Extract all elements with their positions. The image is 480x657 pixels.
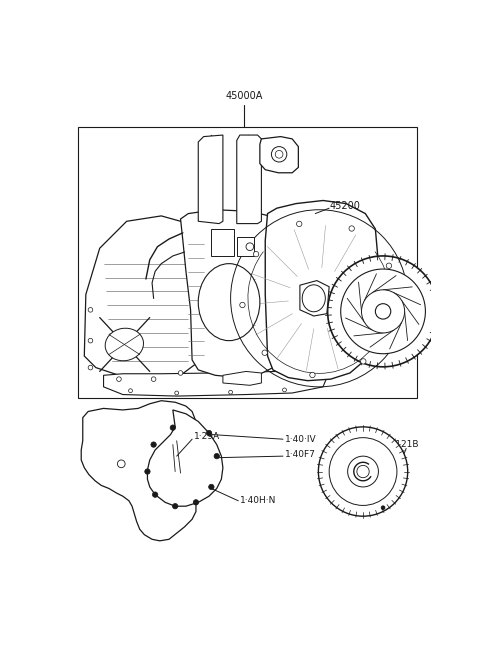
Circle shape bbox=[246, 243, 254, 250]
Circle shape bbox=[178, 371, 183, 375]
Circle shape bbox=[361, 290, 405, 333]
Circle shape bbox=[262, 350, 267, 355]
Circle shape bbox=[151, 377, 156, 382]
Circle shape bbox=[328, 256, 439, 367]
Text: 1·40·IV: 1·40·IV bbox=[285, 435, 316, 443]
Circle shape bbox=[386, 263, 392, 269]
Polygon shape bbox=[180, 210, 278, 378]
Circle shape bbox=[275, 150, 283, 158]
Polygon shape bbox=[260, 137, 299, 173]
Circle shape bbox=[117, 377, 121, 382]
Circle shape bbox=[151, 442, 156, 447]
Polygon shape bbox=[265, 200, 378, 380]
Text: 1·40H·N: 1·40H·N bbox=[240, 496, 276, 505]
Polygon shape bbox=[81, 401, 204, 541]
Text: 1·40F7: 1·40F7 bbox=[285, 450, 315, 459]
Circle shape bbox=[381, 506, 385, 510]
Circle shape bbox=[129, 389, 132, 393]
Polygon shape bbox=[300, 281, 329, 316]
Text: 45000A: 45000A bbox=[226, 91, 263, 101]
Bar bbox=[78, 127, 417, 398]
Polygon shape bbox=[198, 135, 223, 223]
Circle shape bbox=[283, 388, 287, 392]
Circle shape bbox=[318, 427, 408, 516]
Circle shape bbox=[88, 365, 93, 370]
Circle shape bbox=[310, 373, 315, 378]
Text: 1·29A: 1·29A bbox=[193, 432, 220, 442]
Circle shape bbox=[391, 315, 396, 321]
Ellipse shape bbox=[302, 285, 325, 312]
Polygon shape bbox=[104, 371, 327, 396]
Text: 45200: 45200 bbox=[329, 201, 360, 211]
Circle shape bbox=[206, 430, 212, 436]
Polygon shape bbox=[147, 410, 223, 506]
Polygon shape bbox=[84, 216, 196, 379]
Circle shape bbox=[88, 338, 93, 343]
Circle shape bbox=[175, 391, 179, 395]
Circle shape bbox=[145, 469, 150, 474]
Circle shape bbox=[88, 307, 93, 312]
Circle shape bbox=[118, 460, 125, 468]
Circle shape bbox=[253, 252, 259, 257]
Circle shape bbox=[228, 390, 232, 394]
Circle shape bbox=[341, 269, 425, 353]
Ellipse shape bbox=[198, 263, 260, 340]
Circle shape bbox=[348, 456, 378, 487]
Circle shape bbox=[172, 503, 178, 509]
Circle shape bbox=[349, 226, 354, 231]
Circle shape bbox=[214, 453, 219, 459]
Circle shape bbox=[170, 425, 176, 430]
Text: 42121B: 42121B bbox=[384, 440, 419, 449]
Circle shape bbox=[357, 465, 369, 478]
Circle shape bbox=[329, 438, 397, 505]
Circle shape bbox=[240, 302, 245, 307]
Circle shape bbox=[153, 492, 158, 497]
Circle shape bbox=[375, 304, 391, 319]
Circle shape bbox=[297, 221, 302, 227]
Polygon shape bbox=[237, 135, 262, 223]
Circle shape bbox=[193, 499, 199, 505]
Circle shape bbox=[271, 147, 287, 162]
Bar bbox=[211, 229, 234, 256]
Ellipse shape bbox=[105, 328, 144, 361]
Circle shape bbox=[209, 484, 214, 489]
Bar bbox=[237, 237, 254, 256]
Polygon shape bbox=[223, 371, 262, 385]
Circle shape bbox=[360, 359, 366, 364]
